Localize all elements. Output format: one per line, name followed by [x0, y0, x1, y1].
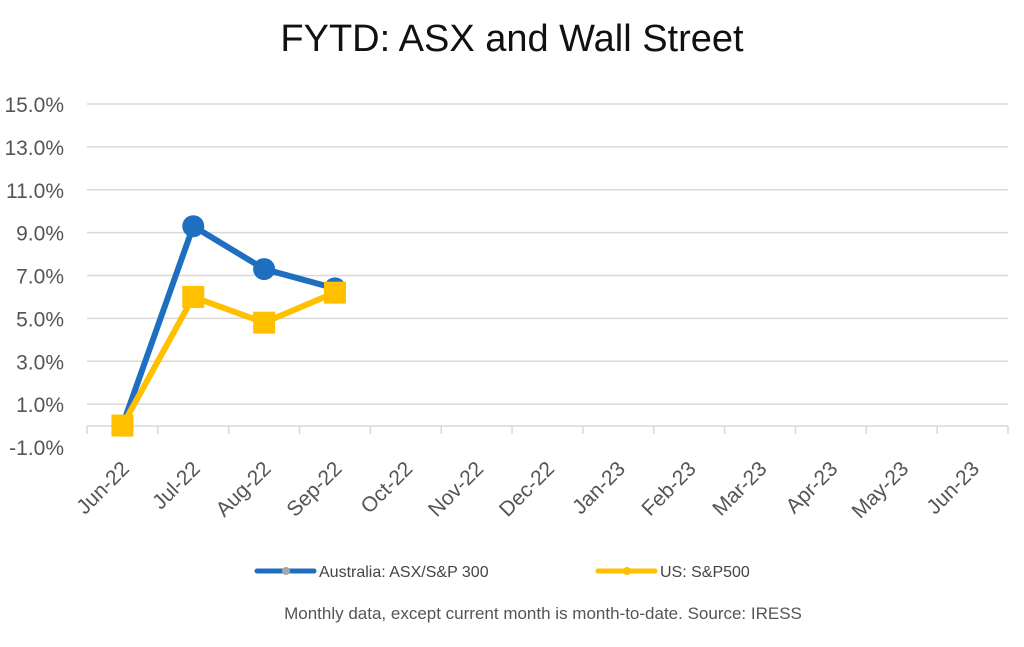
x-tick-label: Dec-22 — [495, 457, 559, 521]
data-point — [182, 285, 205, 308]
x-tick-label: Sep-22 — [282, 457, 346, 521]
x-tick-label: Jan-23 — [568, 457, 630, 519]
x-tick-label: Aug-22 — [212, 457, 276, 521]
series-1 — [111, 215, 346, 437]
x-tick-label: May-23 — [847, 457, 913, 523]
x-tick-label: Mar-23 — [708, 457, 771, 520]
y-axis-tick-labels: -1.0% 1.0% 3.0% 5.0% 7.0% 9.0% 11.0% 13.0% 15.0% — [4, 94, 64, 460]
y-tick-label: 11.0% — [6, 180, 64, 203]
x-tick-label: Nov-22 — [424, 457, 488, 521]
legend-marker — [623, 567, 631, 575]
chart-title: FYTD: ASX and Wall Street — [280, 18, 744, 60]
x-tick-label: Jun-22 — [72, 457, 134, 519]
x-axis-tick-labels: Jun-22 Jul-22 Aug-22 Sep-22 Oct-22 Nov-22 Dec-… — [72, 457, 984, 523]
x-tick-label: Oct-22 — [357, 457, 418, 518]
y-tick-label: -1.0% — [9, 437, 64, 460]
gridlines — [87, 103, 1008, 405]
y-tick-label: 3.0% — [16, 351, 64, 374]
x-tick-label: Apr-23 — [782, 457, 843, 518]
series-line — [119, 223, 338, 429]
legend-item: Australia: ASX/S&P 300 — [254, 564, 489, 581]
legend-label: Australia: ASX/S&P 300 — [319, 564, 489, 581]
x-tick-label: Jun-23 — [922, 457, 984, 519]
data-point — [253, 311, 276, 334]
y-tick-label: 7.0% — [16, 266, 64, 289]
legend-item: US: S&P500 — [595, 564, 750, 581]
y-tick-label: 5.0% — [16, 308, 64, 331]
series-lines — [111, 215, 346, 437]
y-tick-label: 1.0% — [16, 394, 64, 417]
x-axis — [86, 425, 1009, 434]
x-tick-label: Jul-22 — [148, 457, 205, 514]
series-2 — [111, 281, 346, 437]
legend-marker — [282, 567, 290, 575]
legend-label: US: S&P500 — [660, 564, 750, 581]
y-tick-label: 13.0% — [4, 137, 64, 160]
data-point — [182, 215, 205, 238]
y-tick-label: 15.0% — [4, 94, 64, 117]
data-point — [253, 258, 276, 281]
x-tick-label: Feb-23 — [637, 457, 700, 520]
series-line — [119, 289, 338, 429]
data-point — [111, 414, 134, 437]
y-tick-label: 9.0% — [16, 223, 64, 246]
legend: Australia: ASX/S&P 300 US: S&P500 — [254, 564, 750, 581]
data-point — [323, 281, 346, 304]
footnote: Monthly data, except current month is mo… — [284, 604, 802, 623]
